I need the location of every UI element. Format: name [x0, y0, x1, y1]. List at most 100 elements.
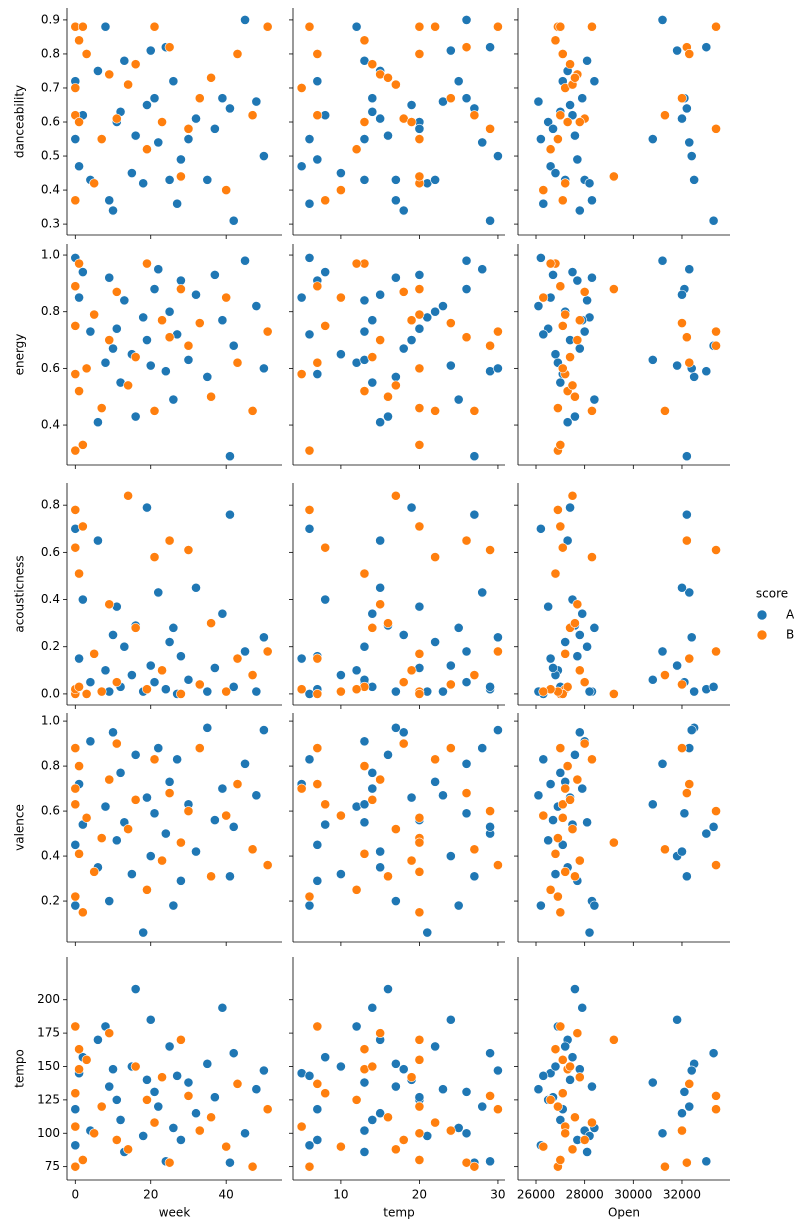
point — [660, 670, 670, 680]
point — [183, 340, 194, 351]
point — [206, 871, 216, 882]
point — [555, 439, 566, 450]
point — [485, 545, 495, 555]
point — [367, 106, 378, 117]
point — [565, 502, 575, 513]
point — [453, 900, 464, 911]
point — [164, 174, 175, 185]
point — [555, 281, 566, 292]
point — [217, 93, 228, 104]
point — [221, 185, 232, 195]
point — [383, 391, 393, 402]
point — [538, 810, 549, 821]
point — [176, 171, 186, 182]
y-axis-label: valence — [13, 804, 27, 851]
y-tick-label: 0.9 — [41, 12, 60, 26]
point — [485, 215, 495, 226]
point — [657, 758, 668, 769]
point — [477, 1101, 488, 1112]
point — [414, 689, 425, 699]
point — [77, 521, 88, 532]
point — [414, 1034, 425, 1045]
point — [390, 896, 401, 906]
point — [538, 686, 549, 697]
point — [142, 684, 152, 695]
point — [209, 269, 220, 280]
x-tick-label: 20 — [143, 1188, 158, 1202]
point — [701, 366, 712, 377]
point — [550, 1044, 561, 1055]
point — [304, 21, 315, 32]
point — [111, 738, 122, 749]
point — [296, 161, 307, 172]
point — [312, 743, 323, 753]
point — [209, 815, 220, 825]
point — [206, 618, 216, 629]
point — [461, 1157, 472, 1168]
point — [570, 749, 580, 760]
point — [320, 320, 331, 331]
point — [367, 608, 378, 619]
point — [406, 665, 417, 676]
point — [70, 542, 81, 553]
point — [312, 1078, 323, 1089]
point — [686, 725, 697, 735]
point — [548, 815, 558, 825]
point — [383, 130, 393, 141]
point — [383, 749, 393, 760]
point — [77, 439, 88, 450]
point — [398, 677, 409, 688]
point — [304, 754, 315, 765]
point — [574, 630, 585, 640]
point — [390, 174, 401, 185]
point — [493, 646, 503, 657]
point — [684, 137, 695, 148]
point — [335, 292, 346, 303]
point — [206, 391, 216, 402]
point — [149, 93, 160, 104]
point — [375, 1028, 386, 1039]
point — [251, 96, 262, 107]
point — [296, 653, 307, 664]
point — [414, 601, 425, 612]
point — [70, 743, 81, 753]
y-tick-label: 0.4 — [41, 592, 60, 606]
point — [225, 871, 235, 882]
point — [367, 315, 378, 326]
point — [81, 49, 92, 59]
point — [560, 309, 571, 320]
point — [485, 340, 495, 351]
point — [183, 123, 194, 134]
point — [228, 821, 239, 832]
point — [672, 360, 683, 371]
point — [375, 862, 386, 873]
point — [398, 205, 409, 216]
point — [461, 255, 472, 266]
y-tick-label: 0.6 — [41, 545, 60, 559]
point — [157, 315, 167, 326]
point — [164, 535, 175, 546]
y-tick-label: 100 — [37, 1126, 60, 1140]
point — [493, 725, 503, 735]
point — [414, 1155, 425, 1165]
point — [430, 552, 441, 562]
point — [557, 1088, 568, 1099]
point — [562, 761, 573, 771]
point — [172, 754, 183, 765]
point — [375, 774, 386, 785]
point — [367, 783, 378, 794]
point — [570, 411, 580, 422]
y-tick-label: 175 — [37, 1026, 60, 1040]
point — [684, 357, 695, 368]
point — [221, 1141, 232, 1152]
point — [677, 743, 687, 753]
point — [485, 42, 495, 53]
point — [367, 93, 378, 104]
point — [164, 1041, 175, 1052]
point — [359, 134, 370, 144]
point — [555, 907, 566, 918]
point — [70, 1021, 81, 1032]
point — [320, 799, 331, 810]
point — [572, 275, 583, 286]
point — [70, 839, 81, 850]
